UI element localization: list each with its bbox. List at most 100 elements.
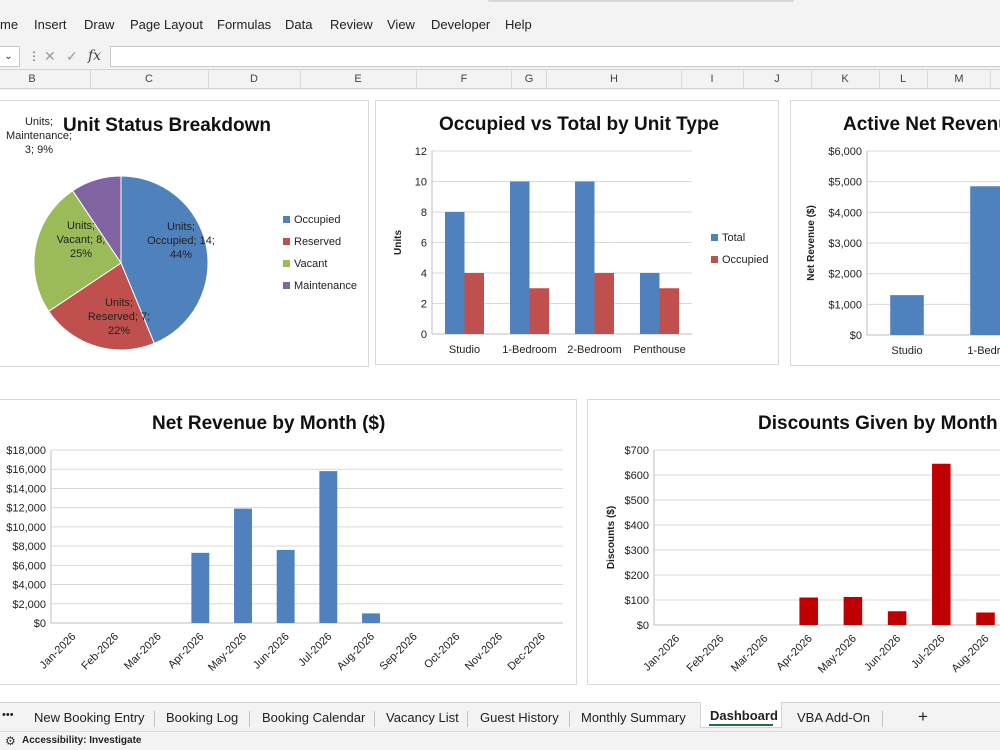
legend-label: Total	[722, 232, 746, 244]
bar-total	[510, 181, 530, 334]
active-net-revenue-chart[interactable]: Active Net Revenu $0 $1,000 $2,000 $3,000 $4…	[790, 100, 1000, 366]
column-header[interactable]: J	[774, 73, 780, 85]
x-tick-label: Studio	[449, 344, 480, 356]
menu-developer[interactable]: Developer	[431, 17, 491, 32]
chart-title: Occupied vs Total by Unit Type	[439, 114, 720, 135]
y-tick-label: $4,000	[12, 580, 46, 592]
bar-value	[234, 508, 252, 623]
y-tick-label: $1,000	[828, 299, 862, 311]
tab-guest-history[interactable]: Guest History	[480, 710, 559, 725]
bar-total	[575, 181, 595, 334]
status-bar: ⚙ Accessibility: Investigate	[0, 731, 1000, 750]
insert-function-icon[interactable]: fx	[88, 48, 102, 64]
bar-value	[890, 295, 924, 335]
tab-monthly-summary[interactable]: Monthly Summary	[581, 710, 686, 725]
x-tick-label: Mar-2026	[122, 631, 164, 673]
y-tick-label: $100	[625, 595, 649, 607]
pie-data-label: Units; Maintenance; 3; 9%	[6, 116, 72, 156]
column-header[interactable]: I	[710, 73, 714, 85]
menu-page-layout[interactable]: Page Layout	[130, 17, 204, 32]
legend-item: Occupied	[711, 254, 768, 266]
y-tick-label: 8	[421, 207, 427, 219]
bar-total	[640, 273, 660, 334]
occupied-vs-total-chart[interactable]: Occupied vs Total by Unit Type 0 2 4 6 8 10 12…	[375, 100, 779, 365]
legend-item: Maintenance	[283, 280, 357, 292]
menu-insert[interactable]: Insert	[34, 17, 67, 32]
x-tick-label: Mar-2026	[729, 633, 771, 675]
bar-plot: $0 $1,000 $2,000 $3,000 $4,000 $5,000 $6,000 St…	[806, 146, 1000, 357]
unit-status-chart[interactable]: Unit Status Breakdown Units; Occupied; 14…	[0, 100, 369, 367]
tab-dashboard[interactable]: Dashboard	[710, 708, 778, 723]
x-tick-label: Apr-2026	[774, 633, 814, 673]
bar-plot: $0 $2,000 $4,000 $6,000 $8,000 $10,000 $12,000…	[6, 445, 563, 674]
x-tick-label: Nov-2026	[463, 631, 505, 673]
name-box-dropdown[interactable]: ⌄	[0, 46, 20, 67]
y-axis-title: Units	[393, 230, 404, 255]
x-tick-label: Studio	[891, 345, 922, 357]
menu-data[interactable]: Data	[285, 17, 313, 32]
more-options-icon[interactable]: ⋮	[28, 49, 40, 63]
column-header[interactable]: F	[460, 73, 468, 85]
discounts-month-chart[interactable]: Discounts Given by Month $0 $100 $200 $300 $…	[587, 399, 1000, 685]
pie-data-label: Units; Vacant; 8; 25%	[57, 220, 106, 260]
bar-occupied	[464, 273, 484, 334]
y-tick-label: $200	[625, 570, 649, 582]
legend-label: Reserved	[294, 236, 342, 248]
y-tick-label: $5,000	[828, 177, 862, 189]
x-tick-label: Oct-2026	[422, 631, 462, 671]
column-header[interactable]: L	[899, 73, 907, 85]
worksheet[interactable]: Unit Status Breakdown Units; Occupied; 14…	[0, 90, 1000, 702]
y-tick-label: $700	[625, 445, 649, 457]
legend-swatch	[283, 260, 290, 267]
search-box-edge	[488, 0, 794, 2]
y-tick-label: $10,000	[6, 522, 46, 534]
y-tick-label: $6,000	[828, 146, 862, 158]
sheet-tab-bar: ••• New Booking Entry Booking Log Bookin…	[0, 702, 1000, 731]
tab-overflow-button[interactable]: •••	[2, 709, 14, 721]
bar-value	[191, 552, 210, 623]
legend-item: Occupied	[283, 214, 340, 226]
tab-booking-calendar[interactable]: Booking Calendar	[262, 710, 366, 725]
net-revenue-month-chart[interactable]: Net Revenue by Month ($) $0 $2,000 $4,000 $…	[0, 399, 577, 685]
tab-vacancy-list[interactable]: Vacancy List	[386, 710, 459, 725]
y-axis-title: Discounts ($)	[606, 506, 617, 569]
x-tick-label: May-2026	[206, 631, 249, 674]
menu-view[interactable]: View	[387, 17, 415, 32]
column-header[interactable]: H	[610, 73, 618, 85]
column-headers: B C D E F G H I J K L M	[0, 69, 1000, 89]
tab-vba-add-on[interactable]: VBA Add-On	[797, 710, 870, 725]
formula-input[interactable]	[110, 46, 1000, 67]
column-header[interactable]: E	[354, 73, 362, 85]
column-header[interactable]: C	[145, 73, 153, 85]
y-tick-label: $0	[850, 330, 862, 342]
menu-formulas[interactable]: Formulas	[217, 17, 272, 32]
y-tick-label: $400	[625, 520, 649, 532]
legend-swatch	[283, 216, 290, 223]
menu-review[interactable]: Review	[330, 17, 373, 32]
enter-icon[interactable]: ✓	[66, 48, 78, 64]
accessibility-status[interactable]: Accessibility: Investigate	[22, 735, 142, 746]
accessibility-icon[interactable]: ⚙	[5, 734, 16, 748]
menu-help[interactable]: Help	[505, 17, 532, 32]
y-tick-label: $2,000	[12, 599, 46, 611]
column-header[interactable]: M	[954, 73, 964, 85]
y-tick-label: $4,000	[828, 207, 862, 219]
y-tick-label: 10	[415, 177, 427, 189]
legend-swatch	[711, 234, 718, 241]
column-header[interactable]: K	[841, 73, 849, 85]
bar-occupied	[594, 273, 614, 334]
column-header[interactable]: B	[28, 73, 36, 85]
column-header[interactable]: G	[524, 73, 534, 85]
pie-slice-maintenance	[71, 175, 122, 265]
x-tick-label: Feb-2026	[79, 631, 121, 673]
tab-booking-log[interactable]: Booking Log	[166, 710, 239, 725]
menu-home[interactable]: me	[0, 17, 19, 32]
cancel-icon[interactable]: ✕	[44, 48, 56, 64]
add-sheet-button[interactable]: +	[918, 707, 928, 726]
x-tick-label: Jun-2026	[251, 631, 292, 672]
bar-value	[887, 611, 907, 625]
column-header[interactable]: D	[250, 73, 258, 85]
tab-new-booking-entry[interactable]: New Booking Entry	[34, 710, 145, 725]
menu-draw[interactable]: Draw	[84, 17, 115, 32]
